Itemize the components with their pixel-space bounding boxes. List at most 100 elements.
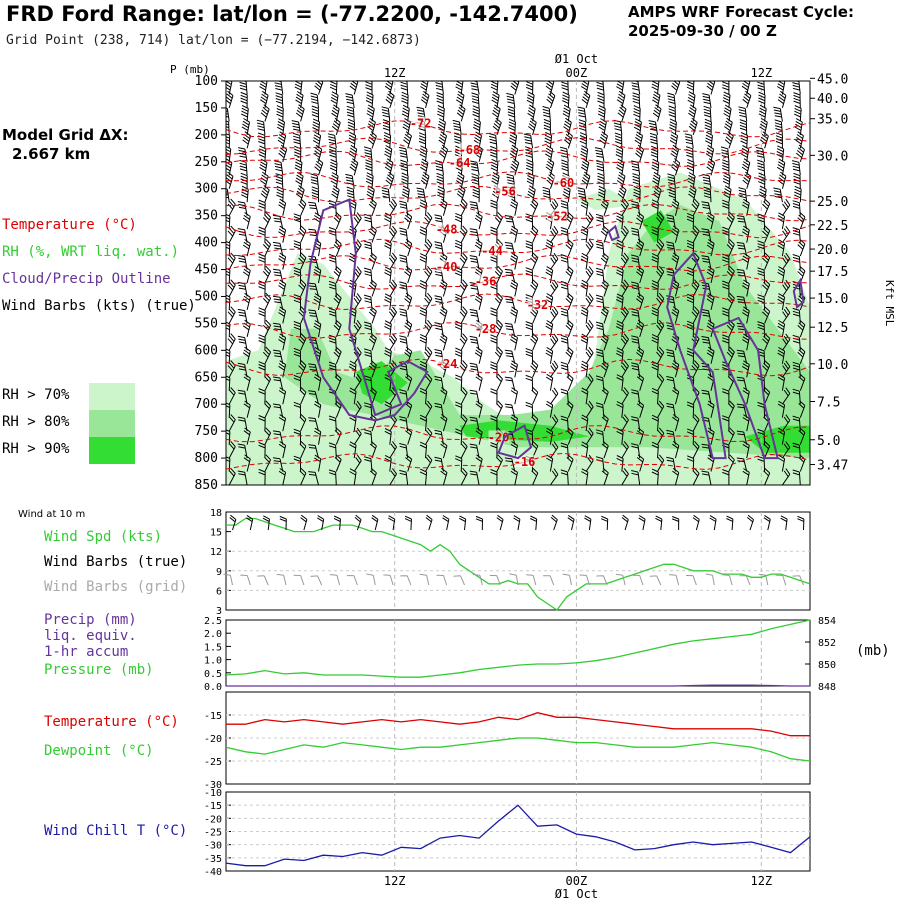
wind-barb [424, 319, 433, 338]
wind-barb [262, 515, 270, 531]
wind-barb [237, 362, 248, 378]
wind-barb [298, 252, 307, 270]
wind-barb [258, 334, 266, 351]
wind-barb [242, 131, 252, 149]
wind-barb [363, 294, 373, 310]
wind-barb [363, 146, 373, 162]
wind-barb [746, 514, 754, 531]
wind-barb [550, 514, 558, 531]
wind-barb [763, 387, 771, 405]
cross-section-axes: 100 150 200 250 300 350 400 450 500 550 600 650 700 7… [170, 52, 896, 493]
wind-barb [488, 133, 498, 149]
wind-barb [651, 81, 660, 95]
temperature-contour-label: -28 [475, 322, 497, 336]
wind-barb [405, 427, 413, 445]
wind-barb [631, 335, 641, 351]
wind-barb [563, 131, 573, 149]
wind-barb [473, 118, 481, 135]
wind-barb [559, 146, 569, 162]
wind-barb [492, 117, 502, 136]
wind-barb [726, 346, 735, 365]
wind-barb [701, 228, 712, 243]
cloud-outline-f [792, 277, 805, 310]
wind-barb [381, 187, 391, 203]
wind-barb [777, 346, 786, 364]
wind-barb [439, 198, 448, 216]
wind-barb [563, 117, 572, 136]
wind-barb [560, 200, 569, 216]
wind-barb [456, 171, 465, 189]
wind-barb [226, 402, 231, 418]
wind-barb [295, 91, 304, 108]
wind-barb [757, 159, 766, 176]
wind-barb [616, 293, 624, 310]
wind-barb [560, 227, 569, 243]
wind-barb [419, 441, 428, 459]
wind-barb [701, 470, 712, 485]
wind-barb [242, 319, 251, 338]
cloud-outline-d [711, 316, 779, 460]
wind-barb [262, 265, 272, 284]
wind-barb [581, 387, 589, 405]
wind-barb [632, 574, 644, 586]
wind-barb [692, 81, 694, 82]
wind-barb [530, 333, 539, 351]
wind-barb [469, 282, 480, 297]
wind-barb [581, 468, 589, 485]
wind-barb [452, 119, 462, 135]
wind-barb [567, 514, 575, 531]
wind-barb [736, 242, 748, 257]
wind-barb [368, 306, 377, 324]
wind-barb [561, 81, 569, 95]
wind-barb [293, 321, 302, 337]
wind-barb [800, 81, 801, 82]
wind-barb [701, 255, 712, 270]
wind-barb [383, 132, 392, 149]
wind-barb [416, 106, 426, 122]
wind-barb [757, 401, 766, 418]
wind-barb [293, 428, 302, 445]
wind-barb [469, 470, 480, 485]
wind-barb [636, 454, 645, 472]
wind-barb [775, 574, 787, 586]
wind-barb [620, 279, 629, 297]
wind-barb [585, 427, 594, 445]
wind-barb [226, 348, 231, 364]
wind-barb [599, 131, 608, 149]
wind-barb [631, 81, 641, 95]
wind-barb [226, 107, 230, 122]
wind-barb [425, 427, 433, 445]
wind-barb [366, 573, 376, 586]
wind-barb [460, 467, 468, 485]
wind-barb [381, 106, 391, 122]
legend-rh70-swatch [89, 383, 135, 410]
wind-barb [349, 441, 357, 459]
wind-barb [509, 573, 519, 586]
wind-barb [531, 387, 539, 405]
wind-barb [529, 515, 538, 531]
wind-barb [545, 346, 554, 364]
grid-point-subtitle: Grid Point (238, 714) lat/lon = (−77.219… [6, 33, 421, 48]
wind-barb [635, 144, 645, 162]
wind-barb [295, 185, 305, 203]
wind-barb [389, 306, 398, 324]
temperature-contour [226, 185, 810, 203]
wind-barb [781, 360, 791, 378]
wind-barb [617, 104, 627, 122]
wind-barb [702, 93, 712, 108]
wind-barb [494, 265, 503, 284]
wind-barb [399, 227, 409, 243]
wind-barb [425, 373, 433, 391]
wind-barb [792, 307, 801, 324]
wind-barb [649, 132, 658, 149]
wind-barb [272, 241, 284, 257]
wind-barb [278, 360, 287, 378]
wind-barb [763, 440, 771, 459]
wind-barb [313, 320, 322, 337]
wind-barb [455, 455, 463, 472]
wind-barb [549, 360, 559, 378]
label-accum: 1-hr accum [44, 644, 129, 660]
wind-barb [229, 81, 230, 82]
wind-barb [348, 360, 357, 378]
wind-barb [314, 158, 324, 176]
